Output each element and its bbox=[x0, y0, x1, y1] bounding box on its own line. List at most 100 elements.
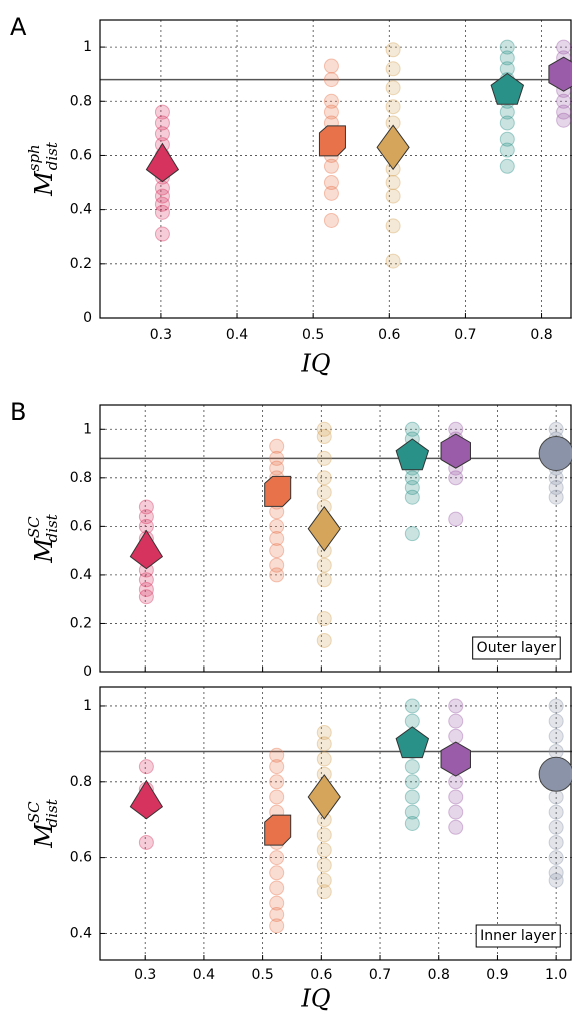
panel-letter: A bbox=[10, 13, 27, 41]
data-point bbox=[404, 526, 420, 542]
x-tick-label: 0.5 bbox=[251, 967, 273, 983]
data-point bbox=[499, 104, 515, 120]
x-tick-label: 0.7 bbox=[369, 967, 391, 983]
data-point bbox=[269, 518, 285, 534]
data-point bbox=[556, 39, 572, 55]
data-point bbox=[448, 698, 464, 714]
data-point bbox=[154, 204, 170, 220]
data-point bbox=[316, 572, 332, 588]
data-point bbox=[323, 212, 339, 228]
mean-marker bbox=[145, 142, 180, 183]
plot-frame bbox=[99, 686, 572, 961]
y-label-sup: SC bbox=[25, 516, 43, 538]
data-point bbox=[448, 728, 464, 744]
data-point bbox=[154, 104, 170, 120]
y-tick-label: 0.2 bbox=[70, 256, 92, 272]
data-point bbox=[385, 175, 401, 191]
x-tick-label: 1.0 bbox=[545, 967, 567, 983]
x-tick-label: 0.4 bbox=[193, 967, 215, 983]
y-axis-label: Msphdist bbox=[25, 141, 61, 197]
y-tick-label: 1 bbox=[83, 39, 92, 55]
data-point bbox=[269, 880, 285, 896]
annotation-box bbox=[475, 924, 561, 948]
x-tick-label: 0.5 bbox=[302, 327, 324, 343]
data-point bbox=[548, 698, 564, 714]
annotation-box bbox=[472, 636, 561, 660]
y-tick-label: 0.2 bbox=[70, 615, 92, 631]
y-tick-label: 0.8 bbox=[70, 93, 92, 109]
data-point bbox=[548, 872, 564, 888]
mean-marker bbox=[307, 774, 341, 820]
data-point bbox=[499, 50, 515, 66]
data-point bbox=[323, 72, 339, 88]
data-point bbox=[138, 572, 154, 588]
data-point bbox=[138, 589, 154, 605]
data-point bbox=[548, 819, 564, 835]
data-point bbox=[316, 872, 332, 888]
y-label-sup: sph bbox=[25, 144, 43, 171]
data-point bbox=[548, 728, 564, 744]
y-tick-label: 1 bbox=[83, 698, 92, 714]
data-point bbox=[323, 104, 339, 120]
data-point bbox=[269, 865, 285, 881]
y-tick-label: 0.4 bbox=[70, 567, 92, 583]
data-point bbox=[385, 99, 401, 115]
data-point bbox=[404, 804, 420, 820]
data-point bbox=[269, 759, 285, 775]
y-tick-label: 0.4 bbox=[70, 202, 92, 218]
y-tick-label: 0.8 bbox=[70, 774, 92, 790]
data-point bbox=[154, 226, 170, 242]
data-point bbox=[316, 842, 332, 858]
y-tick-label: 0.8 bbox=[70, 470, 92, 486]
data-point bbox=[404, 713, 420, 729]
y-tick-label: 0 bbox=[83, 664, 92, 680]
data-point bbox=[499, 142, 515, 158]
data-point bbox=[448, 789, 464, 805]
data-point bbox=[316, 857, 332, 873]
data-point bbox=[269, 543, 285, 559]
mean-marker bbox=[490, 72, 525, 105]
data-point bbox=[269, 747, 285, 763]
mean-marker bbox=[538, 436, 572, 472]
y-tick-label: 0 bbox=[83, 310, 92, 326]
data-point bbox=[269, 438, 285, 454]
data-point bbox=[154, 115, 170, 131]
panel: A 0 0.2 0.4 0.6 0.8 1 0.3 0.4 0.5 0.6 0.7 0.8 Msphdis… bbox=[10, 13, 572, 378]
mean-marker bbox=[307, 505, 341, 552]
data-point bbox=[269, 895, 285, 911]
data-point bbox=[323, 93, 339, 109]
data-point bbox=[269, 557, 285, 573]
data-point bbox=[404, 698, 420, 714]
data-point bbox=[323, 158, 339, 174]
data-point bbox=[499, 158, 515, 174]
data-point bbox=[385, 253, 401, 269]
annotation: Inner layer bbox=[480, 928, 556, 944]
data-point bbox=[316, 827, 332, 843]
plot-frame bbox=[99, 19, 572, 319]
data-point bbox=[269, 531, 285, 546]
x-tick-label: 0.8 bbox=[530, 327, 552, 343]
data-point bbox=[499, 115, 515, 131]
y-axis-label: MSCdist bbox=[25, 513, 61, 563]
x-axis-label: IQ bbox=[300, 350, 330, 378]
data-point bbox=[404, 489, 420, 505]
data-point bbox=[316, 421, 332, 437]
data-point bbox=[323, 175, 339, 191]
data-point bbox=[404, 789, 420, 805]
y-tick-label: 0.4 bbox=[70, 925, 92, 941]
mean-marker bbox=[376, 124, 410, 171]
x-tick-label: 0.3 bbox=[150, 327, 172, 343]
data-point bbox=[548, 834, 564, 850]
data-point bbox=[404, 774, 420, 790]
y-label-base: M bbox=[30, 537, 58, 564]
plot-frame bbox=[99, 404, 572, 673]
data-point bbox=[316, 632, 332, 648]
data-point bbox=[548, 865, 564, 881]
y-tick-label: 0.6 bbox=[70, 518, 92, 534]
mean-marker bbox=[538, 756, 572, 792]
mean-marker bbox=[264, 814, 292, 846]
data-point bbox=[154, 188, 170, 204]
x-axis-label: IQ bbox=[300, 985, 330, 1013]
data-point bbox=[154, 126, 170, 142]
